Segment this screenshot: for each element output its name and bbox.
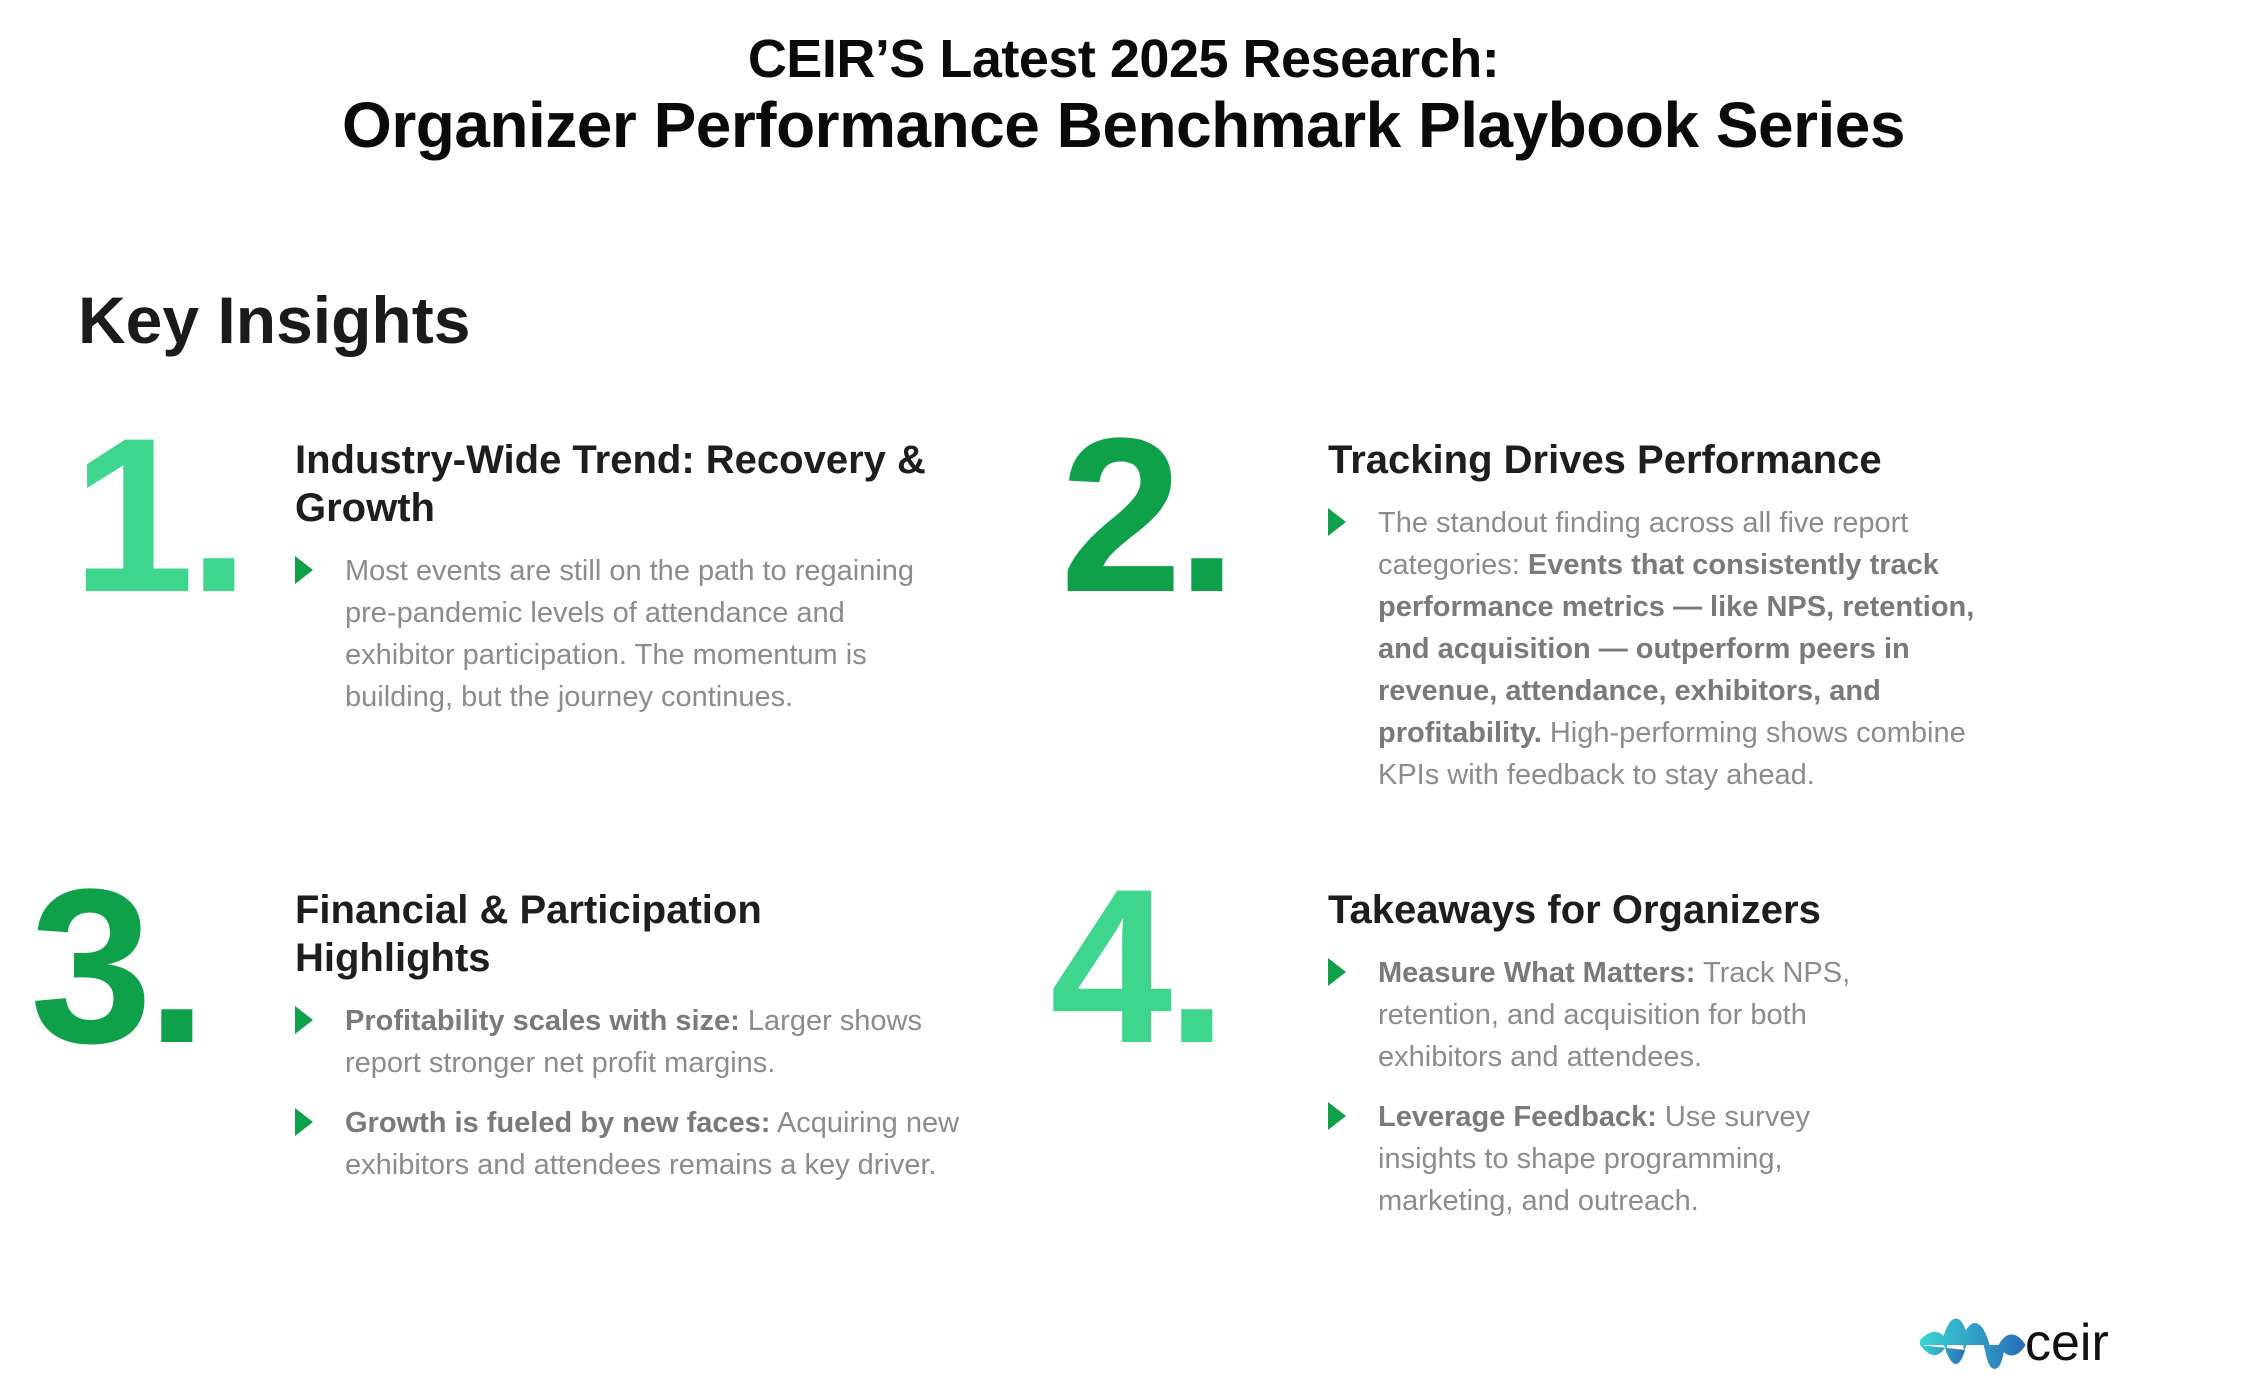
bullet-item: Profitability scales with size: Larger s… bbox=[295, 1000, 975, 1084]
bullet-item: The standout finding across all five rep… bbox=[1328, 502, 2028, 796]
bullet-text: The standout finding across all five rep… bbox=[1378, 507, 1909, 581]
insight-2: Tracking Drives Performance The standout… bbox=[1328, 436, 2028, 814]
insight-number-2: 2. bbox=[1060, 392, 1238, 638]
arrow-bullet-icon bbox=[295, 556, 313, 584]
page-title-line1: CEIR’S Latest 2025 Research: bbox=[747, 29, 1500, 89]
bullet-item: Growth is fueled by new faces: Acquiring… bbox=[295, 1102, 975, 1186]
bullet-bold-text: Measure What Matters: bbox=[1378, 957, 1696, 989]
logo-text: ceir bbox=[2025, 1314, 2109, 1372]
insight-number-4: 4. bbox=[1050, 843, 1228, 1089]
arrow-bullet-icon bbox=[1328, 1102, 1346, 1130]
insight-number-3: 3. bbox=[30, 843, 208, 1089]
page-title-line2: Organizer Performance Benchmark Playbook… bbox=[342, 89, 1905, 161]
bullet-item: Measure What Matters: Track NPS, retenti… bbox=[1328, 952, 1888, 1078]
bullet-item: Most events are still on the path to reg… bbox=[295, 550, 955, 718]
arrow-bullet-icon bbox=[295, 1108, 313, 1136]
insight-heading: Industry-Wide Trend: Recovery & Growth bbox=[295, 438, 926, 530]
arrow-bullet-icon bbox=[1328, 508, 1346, 536]
ceir-logo: ceir bbox=[1920, 1314, 2109, 1372]
insight-4: Takeaways for Organizers Measure What Ma… bbox=[1328, 886, 1888, 1240]
bullet-text: Use survey insights to shape programming… bbox=[1378, 1101, 1810, 1217]
arrow-bullet-icon bbox=[1328, 958, 1346, 986]
insight-3: Financial & Participation Highlights Pro… bbox=[295, 886, 975, 1204]
bullet-text: High-performing shows combine KPIs with … bbox=[1378, 717, 1966, 791]
bullet-bold-text: Leverage Feedback: bbox=[1378, 1101, 1657, 1133]
arrow-bullet-icon bbox=[295, 1006, 313, 1034]
bullet-text: Most events are still on the path to reg… bbox=[345, 555, 915, 713]
insight-heading: Financial & Participation Highlights bbox=[295, 888, 762, 980]
bullet-item: Leverage Feedback: Use survey insights t… bbox=[1328, 1096, 1888, 1222]
insight-1: Industry-Wide Trend: Recovery & Growth M… bbox=[295, 436, 955, 736]
bullet-bold-text: Profitability scales with size: bbox=[345, 1005, 740, 1037]
bullet-text: Larger shows report stronger net profit … bbox=[345, 1005, 922, 1079]
bullet-bold-text: Growth is fueled by new faces: bbox=[345, 1107, 771, 1139]
insight-number-1: 1. bbox=[72, 392, 250, 638]
bullet-bold-text: Events that consistently track performan… bbox=[1378, 549, 1975, 749]
bullet-text: Track NPS, retention, and acquisition fo… bbox=[1378, 957, 1851, 1073]
section-title: Key Insights bbox=[78, 283, 471, 357]
insight-heading: Takeaways for Organizers bbox=[1328, 888, 1821, 932]
insight-heading: Tracking Drives Performance bbox=[1328, 438, 1882, 482]
bullet-text: Acquiring new exhibitors and attendees r… bbox=[345, 1107, 960, 1181]
